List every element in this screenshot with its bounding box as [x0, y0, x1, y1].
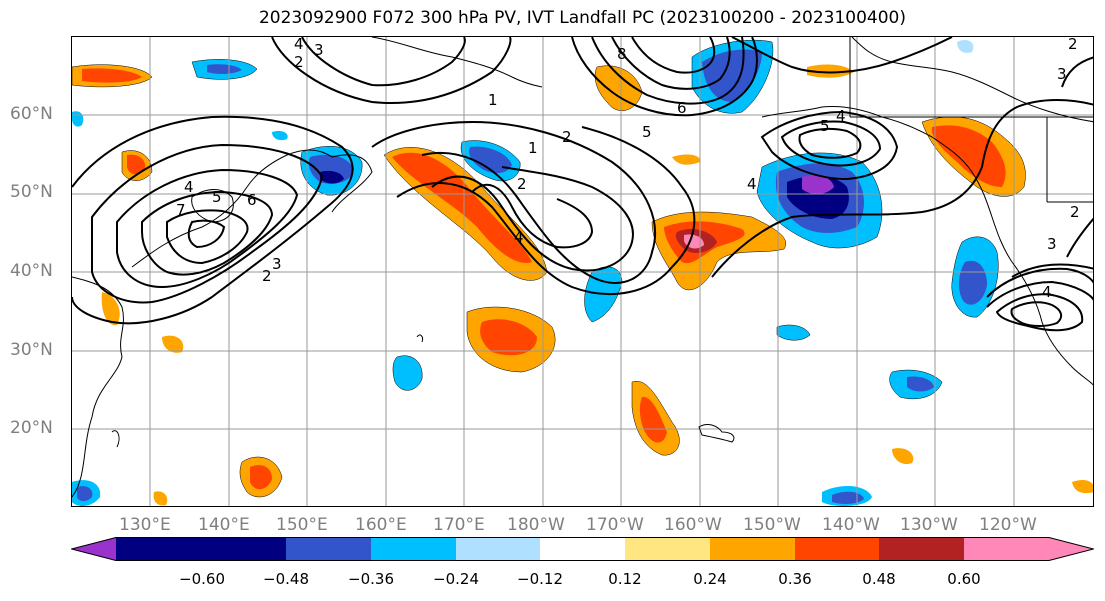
contour-label: 1: [488, 91, 498, 109]
lon-label-180w: 180°W: [507, 515, 565, 535]
colorbar-tick: 0.60: [947, 570, 981, 588]
contour-label: 4: [747, 175, 757, 193]
colorbar-tick: −0.48: [263, 570, 309, 588]
lon-label-170w: 170°W: [586, 515, 644, 535]
contour-label: 4: [294, 37, 304, 53]
lon-label-160w: 160°W: [664, 515, 722, 535]
lon-label-130e: 130°E: [119, 515, 171, 535]
colorbar-tick: 0.24: [693, 570, 727, 588]
contour-label: 3: [1057, 65, 1067, 83]
contour-label: 1: [528, 139, 538, 157]
colorbar-segment: [540, 537, 625, 561]
lon-label-140w: 140°W: [822, 515, 880, 535]
lat-label-30n: 30°N: [10, 340, 53, 360]
contour-label: 2: [517, 175, 527, 193]
contour-label: 3: [314, 41, 324, 59]
lat-label-40n: 40°N: [10, 261, 53, 281]
colorbar-low-extend: [71, 537, 116, 561]
map-panel: 4 3 2 1 2 5 4 6 7 5 4 3 2 1 2 4 8 6 5 4 …: [71, 36, 1094, 507]
lat-label-20n: 20°N: [10, 418, 53, 438]
lon-label-150w: 150°W: [743, 515, 801, 535]
contour-label: 5: [642, 123, 652, 141]
colorbar-tick: −0.36: [348, 570, 394, 588]
colorbar-tick: −0.24: [433, 570, 479, 588]
contour-label: 8: [617, 45, 627, 63]
coastlines: [72, 37, 1093, 498]
contour-label-group: 4 3 2 1 2 5 4 6 7 5 4 3 2 1 2 4 8 6 5 4 …: [176, 37, 1080, 301]
contour-label: 4: [184, 178, 194, 196]
pv-contours: [72, 37, 1093, 332]
lon-label-120w: 120°W: [979, 515, 1037, 535]
contour-label: 5: [212, 188, 222, 206]
contour-label: 5: [820, 117, 830, 135]
contour-label: 2: [562, 128, 572, 146]
colorbar-segment: [371, 537, 456, 561]
colorbar-tick: 0.12: [608, 570, 642, 588]
map-title: 2023092900 F072 300 hPa PV, IVT Landfall…: [258, 8, 906, 28]
lon-label-160e: 160°E: [355, 515, 407, 535]
colorbar-segment: [795, 537, 879, 561]
contour-label: 2: [262, 267, 272, 285]
colorbar-tick: 0.36: [778, 570, 812, 588]
lon-label-170e: 170°E: [433, 515, 485, 535]
graticule: [72, 37, 1093, 506]
colorbar-segment: [625, 537, 710, 561]
contour-label: 2: [294, 53, 304, 71]
colorbar-segment: [456, 537, 540, 561]
map-canvas: 4 3 2 1 2 5 4 6 7 5 4 3 2 1 2 4 8 6 5 4 …: [72, 37, 1093, 506]
colorbar-segment: [286, 537, 371, 561]
colorbar-segment: [116, 537, 202, 561]
colorbar-segment: [879, 537, 964, 561]
colorbar-tick: 0.48: [862, 570, 896, 588]
contour-label: 4: [514, 228, 524, 246]
lat-label-50n: 50°N: [10, 182, 53, 202]
colorbar-segment: [202, 537, 286, 561]
lon-label-130w: 130°W: [900, 515, 958, 535]
colorbar-outline: [71, 537, 1094, 561]
contour-label: 3: [1047, 235, 1057, 253]
lon-label-140e: 140°E: [198, 515, 250, 535]
colorbar-high-extend: [964, 537, 1094, 561]
contour-label: 6: [247, 191, 257, 209]
contour-label: 4: [836, 107, 846, 125]
colorbar-tick: −0.12: [517, 570, 563, 588]
contour-label: 7: [176, 201, 186, 219]
colorbar-segment: [710, 537, 795, 561]
contour-label: 2: [1070, 203, 1080, 221]
contour-label: 4: [1042, 283, 1052, 301]
colorbar: [71, 537, 1094, 561]
contour-label: 2: [1068, 37, 1078, 53]
lon-label-150e: 150°E: [276, 515, 328, 535]
contour-label: 3: [272, 255, 282, 273]
lat-label-60n: 60°N: [10, 104, 53, 124]
colorbar-tick: −0.60: [179, 570, 225, 588]
positive-anomaly-fills: [72, 64, 1093, 506]
contour-label: 6: [677, 99, 687, 117]
